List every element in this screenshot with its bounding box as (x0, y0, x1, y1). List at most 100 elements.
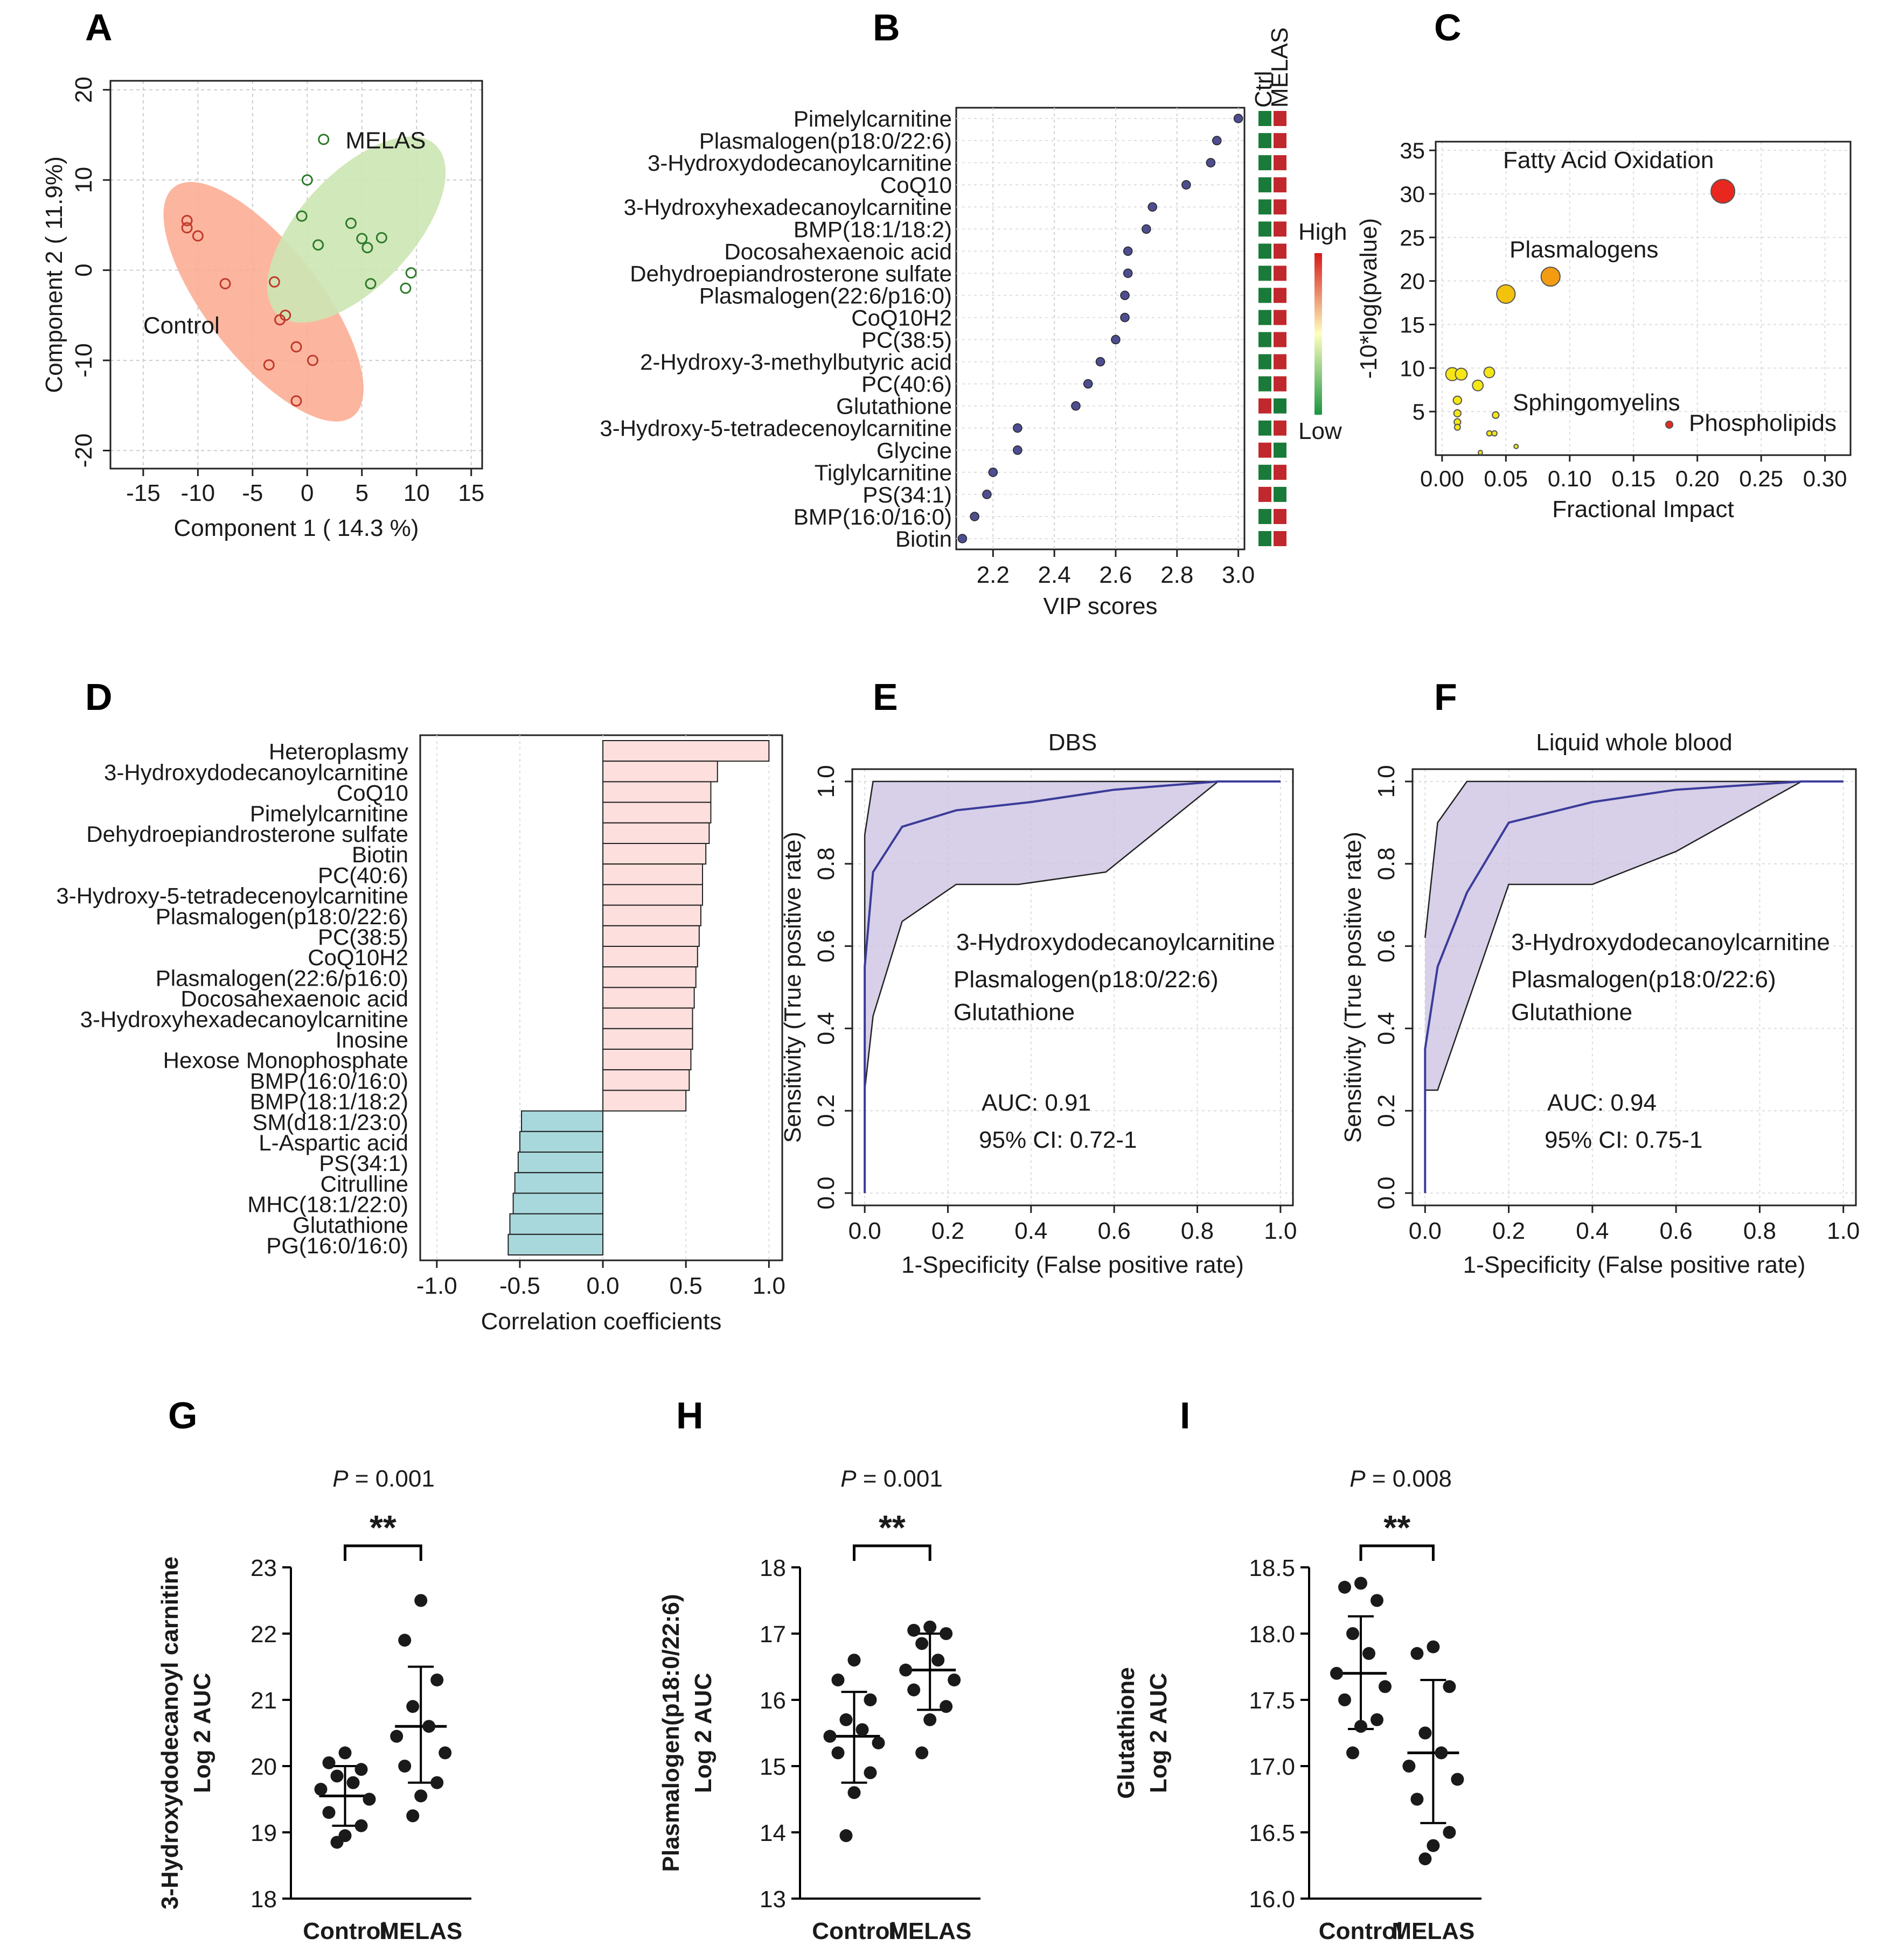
roc-title: Liquid whole blood (1536, 729, 1733, 756)
y-tick-label: -20 (71, 434, 97, 468)
y-tick-label: 25 (1400, 225, 1425, 250)
x-tick-label: 0.8 (1181, 1218, 1214, 1244)
data-point (907, 1683, 921, 1697)
data-point (430, 1776, 444, 1789)
heat-cell-ctrl (1257, 530, 1272, 547)
data-point-melas (361, 242, 373, 254)
plot-frame (1435, 141, 1852, 456)
vip-point (1212, 136, 1222, 145)
data-point-melas (296, 210, 308, 222)
data-point-melas (318, 134, 330, 145)
significance-bracket (1359, 1544, 1435, 1561)
data-point (1427, 1839, 1440, 1852)
data-point (864, 1693, 877, 1706)
y-tick-label: 0.0 (813, 1176, 839, 1209)
heat-cell-ctrl (1257, 441, 1272, 459)
p-value: = 0.001 (349, 1466, 435, 1492)
correlation-bar (602, 761, 718, 783)
heat-cell-ctrl (1257, 419, 1272, 437)
x-axis-label: 1-Specificity (False positive rate) (1463, 1252, 1806, 1278)
heat-cell-ctrl (1257, 242, 1272, 260)
heat-cell-ctrl (1257, 375, 1272, 393)
category-label: 3-Hydroxydodecanoylcarnitine (104, 759, 408, 785)
data-point (1362, 1647, 1375, 1660)
data-point (839, 1829, 853, 1843)
heat-cell-melas (1272, 176, 1288, 194)
category-label: Control (1319, 1918, 1403, 1944)
correlation-bar (602, 1007, 693, 1029)
metabolite-label: BMP(18:1/18:2) (794, 217, 952, 242)
data-point-melas (356, 233, 368, 245)
heatmap-col-ctrl: Ctrl (1250, 71, 1277, 108)
y-tick-label: -10 (71, 343, 97, 378)
data-point-melas (345, 218, 357, 229)
x-tick-label: 0.4 (1014, 1218, 1047, 1244)
annotation-plasmalogens: Plasmalogens (1510, 236, 1658, 263)
heat-cell-ctrl (1257, 353, 1272, 371)
ci-label: 95% CI: 0.72-1 (979, 1127, 1137, 1153)
p-value-label: P = 0.008 (1350, 1466, 1452, 1492)
x-tick-label: 0.0 (1409, 1218, 1442, 1244)
control-ellipse (163, 182, 364, 422)
data-point (414, 1594, 428, 1607)
pathway-point (1453, 409, 1462, 418)
x-tick-label: 0.6 (1098, 1218, 1131, 1244)
correlation-bar (602, 987, 695, 1009)
metabolite-label: Tiglylcarnitine (815, 460, 952, 485)
x-tick-label: 2.4 (1038, 562, 1071, 588)
heat-cell-melas (1272, 220, 1288, 238)
y-tick-label: 0.0 (1373, 1176, 1400, 1209)
correlation-bar (602, 1090, 687, 1112)
panel-letter-g: G (168, 1394, 197, 1436)
significance-bracket (853, 1544, 931, 1561)
category-label: PG(16:0/16:0) (266, 1233, 408, 1258)
category-label: Citrulline (321, 1171, 408, 1196)
correlation-bar (602, 946, 698, 968)
data-point (915, 1746, 929, 1760)
pathway-point (1710, 179, 1736, 204)
y-tick-label: 15 (1400, 312, 1425, 338)
data-point (363, 1792, 376, 1806)
correlation-bar (514, 1172, 604, 1194)
data-point-melas (365, 278, 377, 290)
data-point (1379, 1680, 1392, 1693)
x-tick-label: -10 (181, 480, 215, 506)
y-tick-label: 20 (251, 1754, 277, 1780)
metabolite-label: 3-Hydroxy-5-tetradecenoylcarnitine (600, 416, 952, 441)
pathway-point (1540, 266, 1561, 287)
metabolite-label: BMP(16:0/16:0) (794, 504, 952, 529)
melas-group-label: MELAS (345, 128, 426, 154)
x-tick-label: 0.05 (1484, 466, 1528, 491)
category-label: 3-Hydroxy-5-tetradecenoylcarnitine (56, 883, 408, 909)
y-tick-label: 23 (251, 1555, 277, 1581)
data-point (899, 1663, 913, 1677)
plot-frame (851, 768, 1294, 1206)
pathway-point (1496, 284, 1516, 304)
vip-point (1013, 445, 1022, 455)
x-tick-label: 0.0 (848, 1218, 881, 1244)
x-tick-label: 0.00 (1420, 466, 1464, 491)
heat-cell-melas (1272, 375, 1288, 393)
data-point (1354, 1720, 1367, 1733)
vip-point (957, 534, 968, 543)
x-tick-label: 10 (404, 480, 430, 506)
correlation-bar (507, 1233, 604, 1256)
data-point (847, 1654, 861, 1667)
vip-point (988, 468, 998, 477)
metabolite-label: Plasmalogen(22:6/p16:0) (699, 283, 952, 308)
x-tick-label: 0.0 (586, 1273, 619, 1299)
vip-point (1083, 379, 1093, 389)
x-tick-label: 0 (301, 480, 314, 506)
vip-point (970, 512, 979, 521)
category-label: MELAS (379, 1918, 462, 1944)
vip-point (1120, 312, 1130, 323)
ci-band (1425, 781, 1844, 1091)
pathway-point (1491, 430, 1498, 437)
roc-curve (864, 780, 1281, 1194)
vip-point (1181, 180, 1191, 190)
data-point (847, 1786, 861, 1799)
y-axis-label: Sensitivity (True positive rate) (780, 832, 806, 1143)
data-point (1418, 1726, 1432, 1740)
category-label: Control (812, 1918, 896, 1944)
panel-letter-b: B (873, 6, 900, 48)
